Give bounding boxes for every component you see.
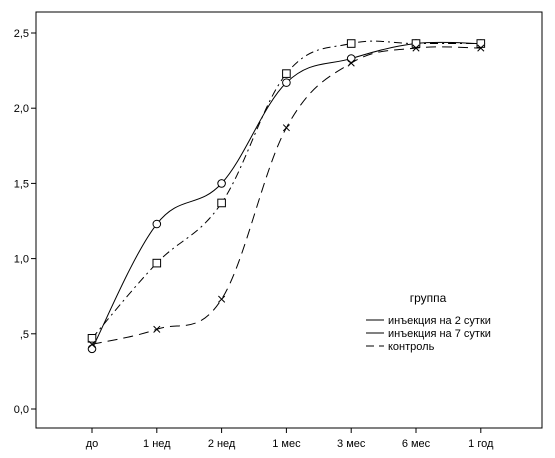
data-point-cross — [477, 44, 485, 52]
y-tick-label: 0,0 — [14, 404, 29, 416]
y-tick-label: 1,5 — [14, 178, 29, 190]
legend-label: инъекция на 7 сутки — [388, 328, 491, 340]
data-point-circle — [152, 219, 162, 229]
data-point-square — [87, 334, 97, 343]
y-tick-label: 2,5 — [14, 28, 29, 40]
y-tick-label: 1,0 — [14, 254, 29, 266]
data-point-circle — [346, 54, 356, 63]
y-axis: 0,0 ,5 1,0 1,5 2,0 2,5 — [14, 28, 36, 416]
data-point-circle — [217, 179, 226, 188]
x-tick-label: 1 год — [468, 438, 494, 450]
plot-area — [35, 11, 543, 429]
y-tick-label: 2,0 — [14, 103, 29, 115]
data-point-cross — [412, 44, 420, 52]
series-2 — [87, 39, 486, 343]
x-axis: до 1 нед 2 нед 1 мес 3 мес 6 мес 1 год — [86, 428, 494, 450]
data-point-cross — [218, 295, 226, 303]
data-point-cross — [88, 340, 96, 348]
x-tick-label: 3 мес — [337, 438, 366, 450]
legend-label: контроль — [388, 341, 435, 353]
x-tick-label: 1 нед — [143, 438, 171, 450]
x-tick-label: 2 нед — [208, 438, 236, 450]
data-point-square — [346, 39, 356, 48]
series-layer — [87, 39, 486, 354]
data-point-cross — [347, 59, 355, 67]
x-tick-label: 1 мес — [272, 438, 301, 450]
series-1 — [87, 39, 486, 354]
legend-title: группа — [410, 291, 447, 305]
series-3 — [88, 44, 485, 348]
x-tick-label: 6 мес — [402, 438, 431, 450]
series-line — [91, 46, 481, 345]
legend-label: инъекция на 2 сутки — [388, 315, 491, 327]
y-tick-label: ,5 — [20, 329, 29, 341]
data-point-square — [217, 198, 226, 208]
data-point-square — [152, 258, 162, 268]
x-tick-label: до — [86, 438, 99, 450]
data-point-square — [411, 39, 421, 48]
data-point-square — [282, 69, 291, 78]
data-point-cross — [282, 124, 290, 132]
data-point-circle — [87, 344, 97, 354]
data-point-circle — [282, 78, 291, 87]
data-point-cross — [153, 325, 161, 333]
data-point-square — [476, 39, 486, 48]
